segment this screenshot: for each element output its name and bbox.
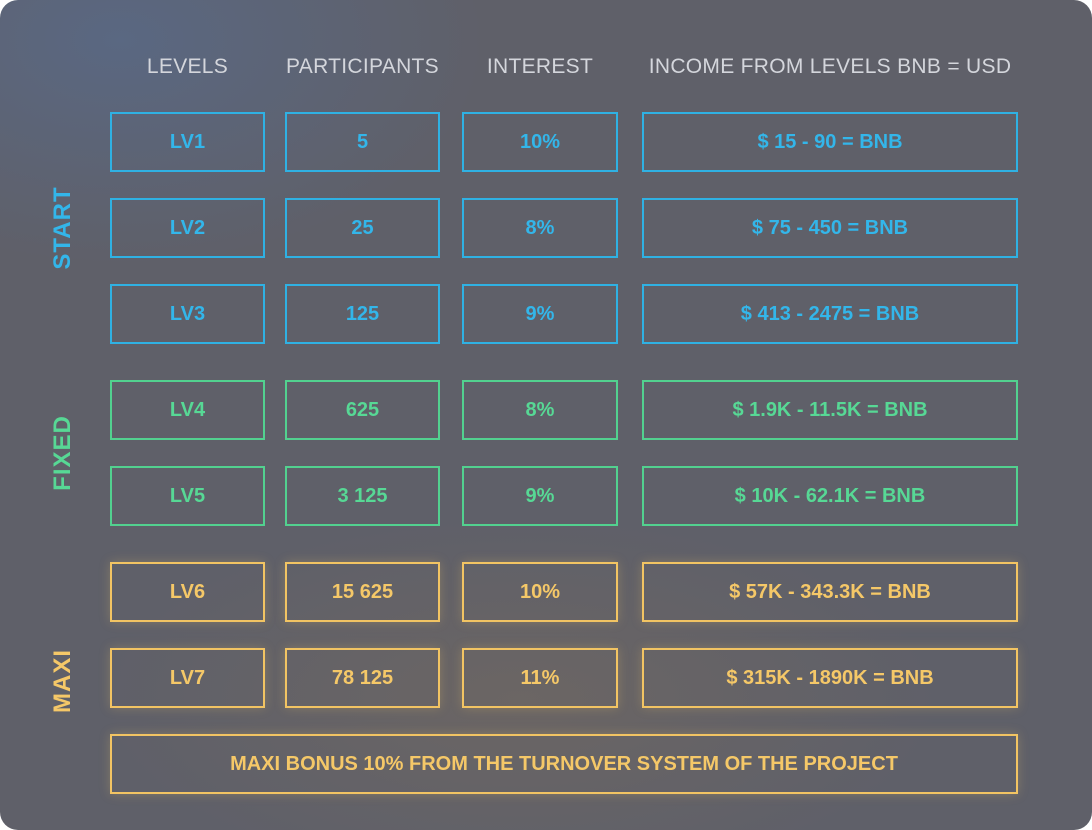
maxi-bonus-banner: MAXI BONUS 10% FROM THE TURNOVER SYSTEM … [110,734,1018,794]
row-2-participants: 25 [285,198,440,258]
header-income: INCOME FROM LEVELS BNB = USD [648,55,1012,78]
row-3-participants: 125 [285,284,440,344]
row-1-level: LV1 [110,112,265,172]
row-5-income: $ 10K - 62.1K = BNB [642,466,1018,526]
row-1-income: $ 15 - 90 = BNB [642,112,1018,172]
row-6-level: LV6 [110,562,265,622]
row-1-interest: 10% [462,112,618,172]
row-7-level: LV7 [110,648,265,708]
row-4-income: $ 1.9K - 11.5K = BNB [642,380,1018,440]
header-levels: LEVELS [146,55,229,78]
row-6-interest: 10% [462,562,618,622]
row-3-level: LV3 [110,284,265,344]
row-1-participants: 5 [285,112,440,172]
row-5-interest: 9% [462,466,618,526]
row-3-income: $ 413 - 2475 = BNB [642,284,1018,344]
row-6-income: $ 57K - 343.3K = BNB [642,562,1018,622]
row-5-participants: 3 125 [285,466,440,526]
row-2-level: LV2 [110,198,265,258]
header-participants: PARTICIPANTS [286,55,439,78]
header-interest: INTEREST [486,55,594,78]
row-3-interest: 9% [462,284,618,344]
row-7-income: $ 315K - 1890K = BNB [642,648,1018,708]
row-2-interest: 8% [462,198,618,258]
row-4-participants: 625 [285,380,440,440]
row-7-participants: 78 125 [285,648,440,708]
row-6-participants: 15 625 [285,562,440,622]
group-label-fixed: FIXED [49,415,76,491]
group-label-start: START [49,186,76,270]
row-4-interest: 8% [462,380,618,440]
row-4-level: LV4 [110,380,265,440]
row-7-interest: 11% [462,648,618,708]
row-5-level: LV5 [110,466,265,526]
row-2-income: $ 75 - 450 = BNB [642,198,1018,258]
group-label-maxi: MAXI [49,649,76,713]
